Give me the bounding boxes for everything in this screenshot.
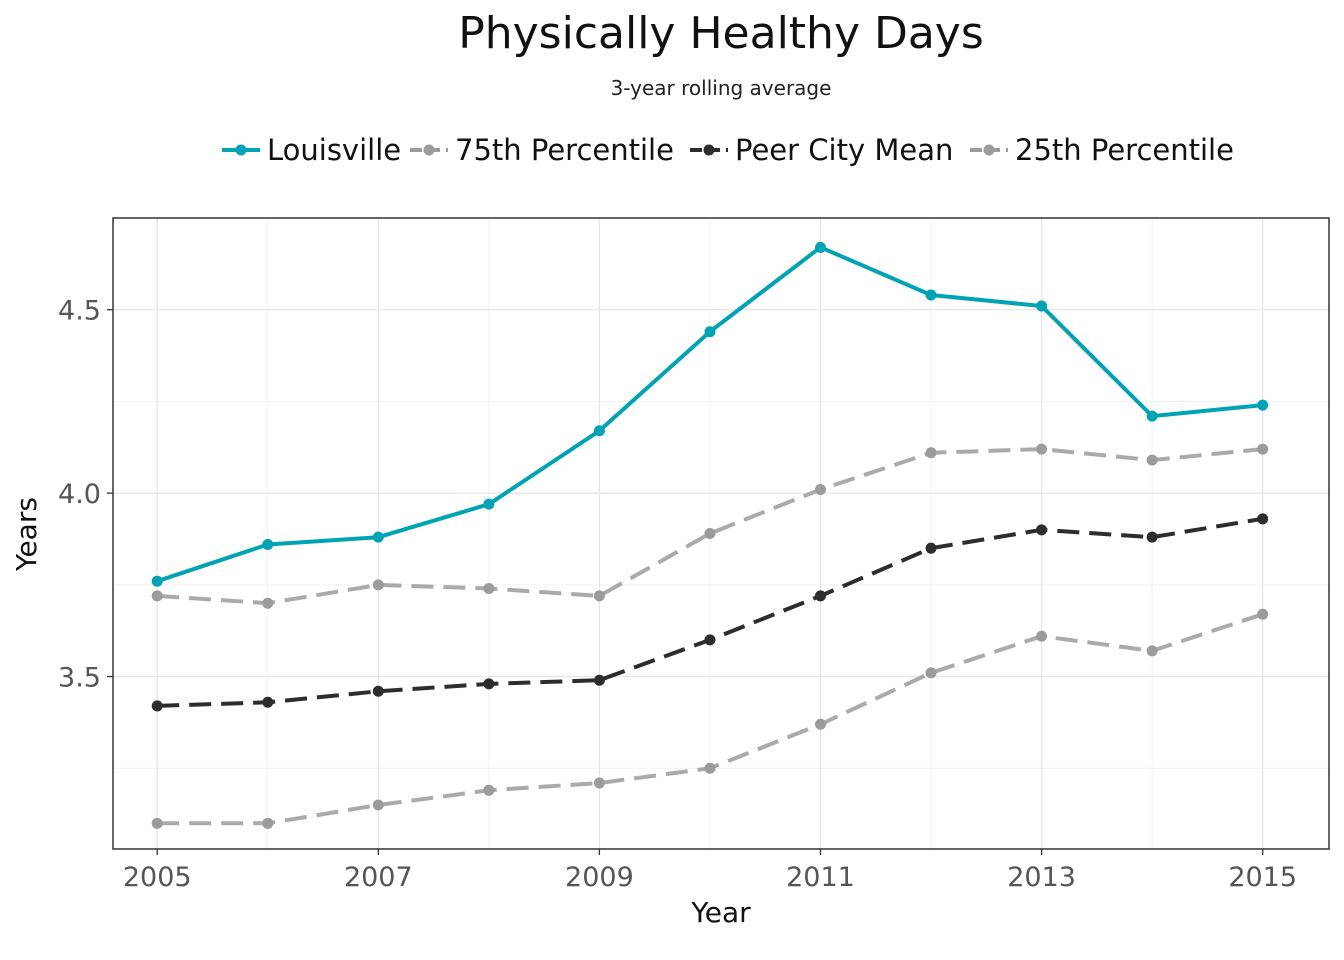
data-point-louisville [925,289,937,301]
legend-label: 75th Percentile [455,133,674,167]
data-point-25th-percentile [593,777,605,789]
data-point-louisville [704,326,716,338]
data-point-peer-city-mean [1146,531,1158,543]
legend-key-point [235,144,247,156]
data-point-peer-city-mean [262,696,274,708]
data-point-louisville [262,539,274,551]
data-point-25th-percentile [1036,630,1048,642]
legend-key-point [983,144,995,156]
legend-item-25th-percentile: 25th Percentile [970,133,1234,167]
data-point-25th-percentile [483,784,495,796]
data-point-louisville [814,241,826,253]
data-point-25th-percentile [1146,645,1158,657]
data-point-louisville [151,575,163,587]
plot-area: 2005 2007 2009 2011 2013 2015 3.5 4.0 4.5 [58,217,1330,893]
legend: Louisville 75th Percentile Peer City Mean 2… [222,133,1234,167]
legend-label: Louisville [267,133,401,167]
data-point-25th-percentile [814,718,826,730]
legend-item-75th-percentile: 75th Percentile [410,133,674,167]
data-point-75th-percentile [262,597,274,609]
data-point-peer-city-mean [814,590,826,602]
x-tick-label: 2011 [786,862,855,893]
data-point-peer-city-mean [704,634,716,646]
legend-key-point [423,144,435,156]
x-tick-label: 2009 [565,862,634,893]
x-axis-title: Year [690,896,751,929]
y-tick-label: 4.5 [58,296,101,327]
data-point-25th-percentile [704,762,716,774]
legend-key-point [703,144,715,156]
data-point-75th-percentile [925,447,937,459]
data-point-peer-city-mean [151,700,163,712]
y-tick-label: 4.0 [58,479,101,510]
data-point-peer-city-mean [372,685,384,697]
x-tick-label: 2007 [344,862,413,893]
data-point-louisville [483,498,495,510]
data-point-75th-percentile [1146,454,1158,466]
legend-label: 25th Percentile [1015,133,1234,167]
data-point-louisville [1036,300,1048,312]
data-point-25th-percentile [372,799,384,811]
data-point-louisville [1146,410,1158,422]
data-point-75th-percentile [593,590,605,602]
series-peer-city-mean [151,513,1269,712]
legend-label: Peer City Mean [735,133,953,167]
x-tick-label: 2015 [1228,862,1297,893]
data-point-peer-city-mean [1036,524,1048,536]
legend-item-louisville: Louisville [222,133,401,167]
x-tick-label: 2005 [123,862,192,893]
data-point-75th-percentile [151,590,163,602]
data-point-75th-percentile [483,583,495,595]
series-louisville [151,241,1269,587]
data-point-25th-percentile [1257,608,1269,620]
data-point-75th-percentile [1036,443,1048,455]
y-axis-title: Years [10,497,43,572]
data-point-25th-percentile [262,817,274,829]
plot-border [112,217,1330,850]
data-point-peer-city-mean [593,674,605,686]
data-point-louisville [372,531,384,543]
chart-title: Physically Healthy Days [458,8,984,59]
series-25th-percentile [151,608,1269,829]
x-tick-label: 2013 [1007,862,1076,893]
data-point-75th-percentile [704,528,716,539]
y-tick-label: 3.5 [58,663,101,694]
data-point-75th-percentile [814,483,826,495]
chart-subtitle: 3-year rolling average [611,76,832,100]
data-point-25th-percentile [151,817,163,829]
data-point-75th-percentile [372,579,384,591]
data-point-peer-city-mean [1257,513,1269,525]
series-75th-percentile [151,443,1269,609]
legend-item-peer-city-mean: Peer City Mean [690,133,953,167]
data-point-75th-percentile [1257,443,1269,455]
data-point-louisville [593,425,605,437]
data-point-louisville [1257,399,1269,411]
data-point-25th-percentile [925,667,937,679]
data-point-peer-city-mean [483,678,495,690]
data-point-peer-city-mean [925,542,937,554]
